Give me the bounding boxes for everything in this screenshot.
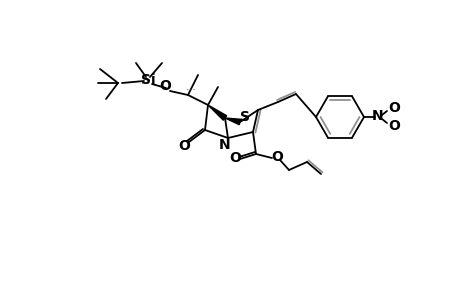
Text: N: N: [371, 109, 383, 123]
Text: N: N: [218, 138, 230, 152]
Polygon shape: [207, 105, 226, 120]
Text: Si: Si: [140, 73, 155, 87]
Text: O: O: [387, 101, 399, 115]
Text: O: O: [178, 139, 190, 153]
Text: O: O: [270, 150, 282, 164]
Polygon shape: [224, 118, 240, 125]
Text: ···: ···: [185, 85, 196, 95]
Text: S: S: [240, 110, 249, 124]
Text: O: O: [387, 119, 399, 133]
Text: O: O: [229, 151, 241, 165]
Text: O: O: [159, 79, 171, 93]
